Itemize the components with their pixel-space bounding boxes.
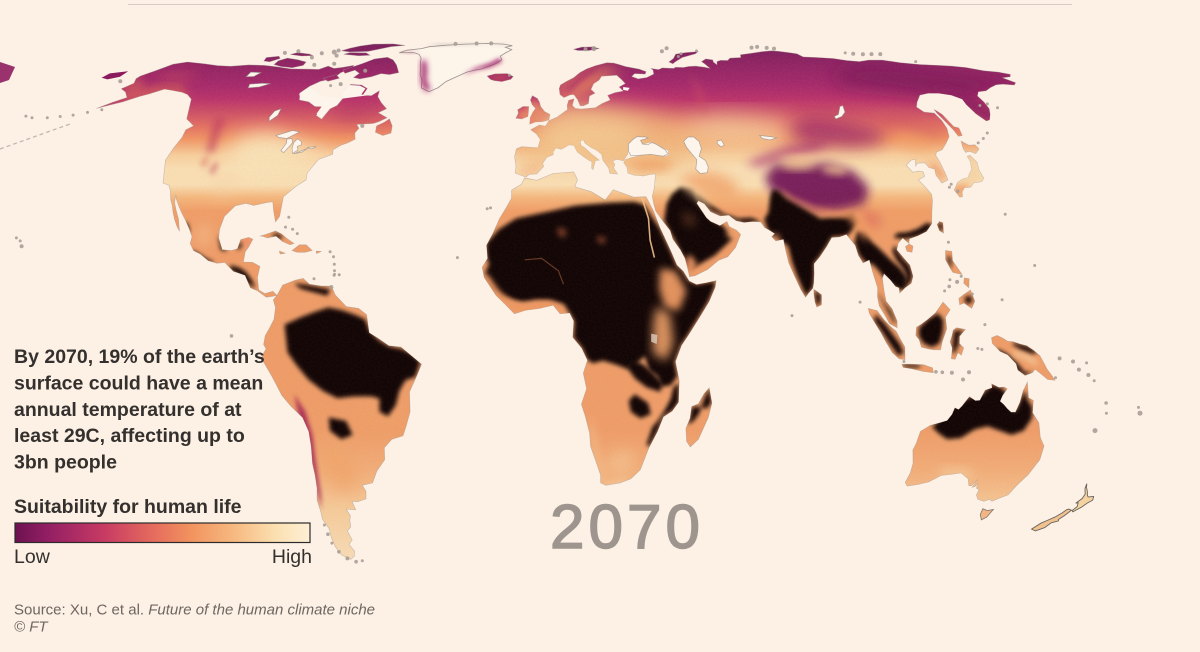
svg-text:3bn people: 3bn people: [14, 452, 117, 474]
svg-text:2070: 2070: [550, 493, 704, 562]
svg-text:By 2070, 19% of the earth’s: By 2070, 19% of the earth’s: [14, 346, 265, 368]
svg-text:surface could have a mean: surface could have a mean: [14, 372, 263, 394]
svg-text:least 29C, affecting up to: least 29C, affecting up to: [14, 425, 245, 447]
svg-text:© FT: © FT: [14, 619, 49, 636]
svg-text:Source: Xu, C et al. Future of: Source: Xu, C et al. Future of the human…: [14, 602, 375, 619]
svg-text:annual temperature of at: annual temperature of at: [14, 399, 242, 421]
svg-text:Suitability for human life: Suitability for human life: [14, 496, 242, 518]
svg-text:High: High: [272, 546, 312, 568]
svg-text:Low: Low: [14, 546, 51, 568]
